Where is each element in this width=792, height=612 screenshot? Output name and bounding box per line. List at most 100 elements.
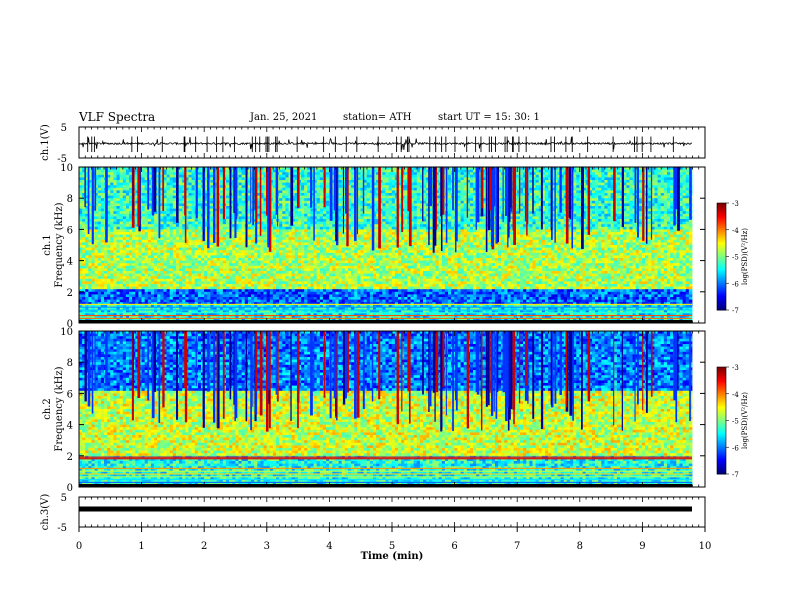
ch2-sferic	[466, 331, 470, 429]
ch2-sferic	[344, 331, 347, 399]
ch2-sferic	[513, 331, 515, 425]
ch2-sferic	[265, 331, 269, 432]
ch1-spectrogram-ytick-label: 6	[67, 225, 73, 236]
ch2-sferic	[487, 331, 490, 406]
ch1-sferic	[645, 167, 648, 244]
ch1-spectrogram-ytick-label: 4	[67, 257, 73, 268]
ch2-sferic	[216, 331, 220, 429]
ch2-sferic	[222, 331, 225, 419]
ch2-sferic	[568, 331, 570, 391]
ch2-sferic	[440, 331, 443, 429]
ch1-sferic	[153, 167, 157, 212]
ch1-sferic	[513, 167, 516, 245]
ch1-narrowband-line	[79, 303, 692, 305]
ch2-sferic	[229, 331, 232, 400]
ch2-sferic	[673, 331, 676, 401]
ch2-sferic	[429, 331, 432, 407]
ch2-sferic	[323, 331, 326, 398]
ch1-sferic	[245, 167, 248, 248]
ch2-sferic	[518, 331, 521, 404]
x-tick-label: 1	[138, 541, 144, 552]
ch2-sferic	[677, 331, 679, 391]
ch1-sferic	[354, 167, 357, 241]
ch1-sferic	[313, 167, 315, 241]
ch2-sferic	[495, 331, 498, 419]
ch2-sferic	[87, 331, 91, 407]
ch1-waveform-trace	[78, 136, 693, 150]
ch1-sferic	[151, 167, 155, 216]
ch2-sferic	[435, 331, 439, 393]
ch1-sferic	[480, 167, 484, 209]
ch1-sferic	[407, 167, 410, 212]
ch1-sferic	[222, 167, 226, 220]
ch2-sferic	[490, 331, 494, 416]
ch1-sferic	[184, 167, 187, 216]
ch2-sferic	[650, 331, 653, 397]
ch1-sferic	[434, 167, 437, 246]
ch1-sferic	[475, 167, 477, 230]
ch1-waveform-ytick-label: -5	[57, 154, 67, 165]
ch1-sferic	[435, 167, 437, 230]
ch1-sferic	[422, 167, 424, 222]
ch1-sferic	[277, 167, 279, 227]
ch1-sferic	[524, 167, 527, 222]
ch1-sferic	[84, 167, 86, 208]
figure-title: VLF Spectra	[79, 110, 155, 124]
ch1-sferic	[268, 167, 272, 252]
ch2-sferic	[569, 331, 573, 416]
ch1-sferic	[510, 167, 512, 208]
ch2-sferic	[184, 331, 186, 389]
ch2-sferic	[642, 331, 644, 411]
ch1-sferic	[540, 167, 543, 230]
ch2-sferic	[91, 331, 94, 414]
ch1-sferic	[675, 167, 679, 210]
ch2-colorbar-tick: -4	[732, 391, 739, 399]
ch1-sferic	[259, 167, 262, 236]
ch1-sferic	[147, 167, 150, 210]
ch1-sferic	[252, 167, 255, 226]
ch1-sferic	[526, 167, 528, 236]
ch2-sferic	[259, 331, 263, 416]
ch1-sferic	[275, 167, 278, 215]
ch2-sferic	[675, 331, 678, 423]
ch2-sferic	[362, 331, 365, 409]
ch2-sferic	[267, 331, 270, 391]
ch1-sferic	[512, 167, 514, 231]
ch2-sferic	[213, 331, 216, 423]
ch2-sferic	[94, 331, 96, 391]
ch2-sferic	[408, 331, 411, 424]
ch1-sferic	[507, 167, 509, 248]
ch1-sferic	[441, 167, 445, 215]
ch2-sferic	[613, 331, 615, 426]
ch2-colorbar-tick: -3	[732, 364, 739, 372]
ch3-waveform-ytick-label: -5	[57, 523, 67, 534]
ch2-sferic	[132, 331, 134, 387]
ch2-sferic	[480, 331, 483, 431]
x-tick-label: 2	[201, 541, 207, 552]
ch1-sferic	[518, 167, 521, 214]
ch2-sferic	[432, 331, 435, 393]
ch1-sferic	[507, 167, 511, 222]
ch1-sferic	[455, 167, 458, 242]
ch2-sferic	[475, 331, 478, 393]
ch1-sferic	[559, 167, 562, 213]
ch2-spectrogram-ytick-label: 4	[67, 421, 73, 432]
x-tick-label: 7	[514, 541, 520, 552]
ch2-sferic	[147, 331, 150, 401]
ch1-sferic	[505, 167, 508, 216]
ch1-colorbar-tick: -7	[732, 307, 739, 315]
ch1-sferic	[466, 167, 469, 218]
ch1-sferic	[689, 167, 692, 220]
ch1-sferic	[346, 167, 349, 247]
ch1-colorbar-label: log(PSD)(V²/Hz)	[741, 228, 749, 285]
ch2-sferic	[505, 331, 508, 422]
ch2-sferic	[554, 331, 557, 404]
ch2-sferic	[621, 331, 623, 431]
ch1-sferic	[613, 167, 616, 222]
ch1-sferic	[650, 167, 653, 240]
ch2-sferic	[371, 331, 374, 402]
ch1-sferic	[94, 167, 97, 211]
ch1-sferic	[440, 167, 442, 217]
ch1-sferic	[445, 167, 448, 243]
